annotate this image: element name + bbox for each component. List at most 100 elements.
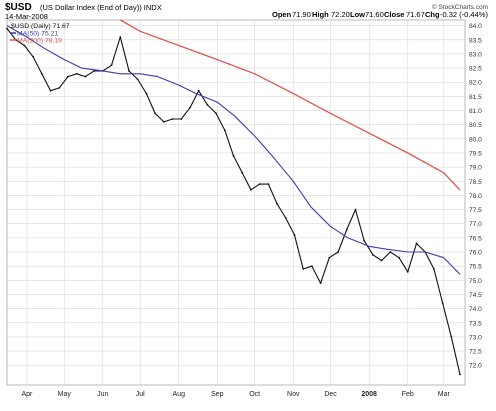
- y-tick-label: 73.5: [469, 320, 482, 327]
- y-tick-label: 73.0: [469, 334, 482, 341]
- chart-symbol-name: (US Dollar Index (End of Day)) INDX: [40, 3, 162, 12]
- y-tick-label: 74.0: [469, 306, 482, 313]
- y-tick-label: 79.5: [469, 150, 482, 157]
- x-tick-label: Apr: [21, 391, 33, 398]
- x-tick-label: May: [58, 391, 72, 398]
- price-point: [372, 254, 374, 256]
- y-tick-label: 76.5: [469, 235, 482, 242]
- open-value: 71.90: [292, 10, 311, 19]
- chg-label: Chg: [425, 10, 440, 19]
- price-point: [302, 268, 304, 270]
- price-point: [215, 112, 217, 114]
- close-label: Close: [384, 10, 404, 19]
- price-point: [355, 209, 357, 211]
- y-tick-label: 83.0: [469, 51, 482, 58]
- price-point: [433, 268, 435, 270]
- y-tick-label: 77.5: [469, 207, 482, 214]
- price-point: [233, 155, 235, 157]
- y-tick-label: 77.0: [469, 221, 482, 228]
- price-point: [119, 36, 121, 38]
- open-label: Open: [272, 10, 292, 19]
- price-point: [6, 28, 8, 30]
- plot-area: [7, 20, 465, 385]
- price-point: [459, 374, 461, 376]
- y-tick-label: 81.5: [469, 94, 482, 101]
- x-tick-label: 2008: [361, 391, 377, 398]
- price-point: [58, 87, 60, 89]
- y-tick-label: 75.0: [469, 278, 482, 285]
- price-point: [407, 271, 409, 273]
- price-point: [285, 217, 287, 219]
- price-point: [172, 118, 174, 120]
- y-tick-label: 75.5: [469, 264, 482, 271]
- price-point: [67, 76, 69, 78]
- close-value: 71.67: [406, 10, 425, 19]
- price-point: [76, 73, 78, 75]
- credit-label: © StockCharts.com: [432, 3, 488, 11]
- y-tick-label: 76.0: [469, 250, 482, 257]
- price-point: [311, 265, 313, 267]
- price-point: [241, 172, 243, 174]
- legend-ma50: MA(50) 75.21: [17, 31, 58, 38]
- price-point: [224, 129, 226, 131]
- price-point: [41, 73, 43, 75]
- y-tick-label: 82.0: [469, 80, 482, 87]
- price-point: [32, 56, 34, 58]
- price-point: [442, 302, 444, 304]
- price-point: [276, 203, 278, 205]
- y-tick-label: 79.0: [469, 165, 482, 172]
- price-point: [85, 76, 87, 78]
- x-tick-label: Jun: [97, 391, 108, 398]
- price-point: [50, 90, 52, 92]
- price-point: [137, 79, 139, 81]
- price-point: [128, 70, 130, 72]
- x-tick-label: Aug: [173, 391, 186, 398]
- y-tick-label: 84.0: [469, 23, 482, 30]
- x-tick-label: Jul: [136, 391, 145, 398]
- price-point: [346, 228, 348, 230]
- x-tick-label: Dec: [324, 391, 337, 398]
- price-point: [111, 64, 113, 66]
- x-tick-label: Mar: [438, 391, 451, 398]
- y-tick-label: 82.5: [469, 66, 482, 73]
- price-point: [206, 104, 208, 106]
- x-tick-label: Nov: [287, 391, 300, 398]
- x-axis: Apr May Jun Jul Aug Sep Oct Nov Dec 2008 Feb Mar: [21, 391, 450, 398]
- price-point: [154, 112, 156, 114]
- ohlc-readout: Open 71.90 High 72.20 Low 71.60 Close 71…: [272, 10, 488, 19]
- price-point: [398, 257, 400, 259]
- x-tick-label: Oct: [249, 391, 260, 398]
- y-axis: 72.072.573.073.574.074.575.075.576.076.5…: [469, 23, 482, 370]
- high-value: 72.20: [331, 10, 350, 19]
- y-tick-label: 74.5: [469, 292, 482, 299]
- price-point: [163, 121, 165, 123]
- price-point: [145, 93, 147, 95]
- y-tick-label: 78.5: [469, 179, 482, 186]
- price-point: [450, 336, 452, 338]
- price-point: [294, 234, 296, 236]
- price-point: [180, 118, 182, 120]
- price-point: [381, 260, 383, 262]
- price-point: [250, 189, 252, 191]
- legend-ma200: MA(200) 78.19: [17, 38, 62, 45]
- price-point: [337, 251, 339, 253]
- legend-price: $USD (Daily) 71.67: [11, 23, 70, 30]
- low-value: 71.60: [365, 10, 384, 19]
- price-point: [389, 251, 391, 253]
- price-point: [363, 240, 365, 242]
- price-point: [198, 90, 200, 92]
- y-tick-label: 81.0: [469, 108, 482, 115]
- price-point: [416, 243, 418, 245]
- y-tick-label: 80.5: [469, 122, 482, 129]
- price-point: [189, 107, 191, 109]
- low-label: Low: [350, 10, 365, 19]
- high-label: High: [312, 10, 329, 19]
- price-point: [267, 183, 269, 185]
- price-point: [320, 282, 322, 284]
- y-tick-label: 72.0: [469, 363, 482, 370]
- price-point: [24, 45, 26, 47]
- chg-value: -0.32 (-0.44%): [440, 10, 488, 19]
- x-tick-label: Sep: [211, 391, 224, 398]
- x-tick-label: Feb: [402, 391, 414, 398]
